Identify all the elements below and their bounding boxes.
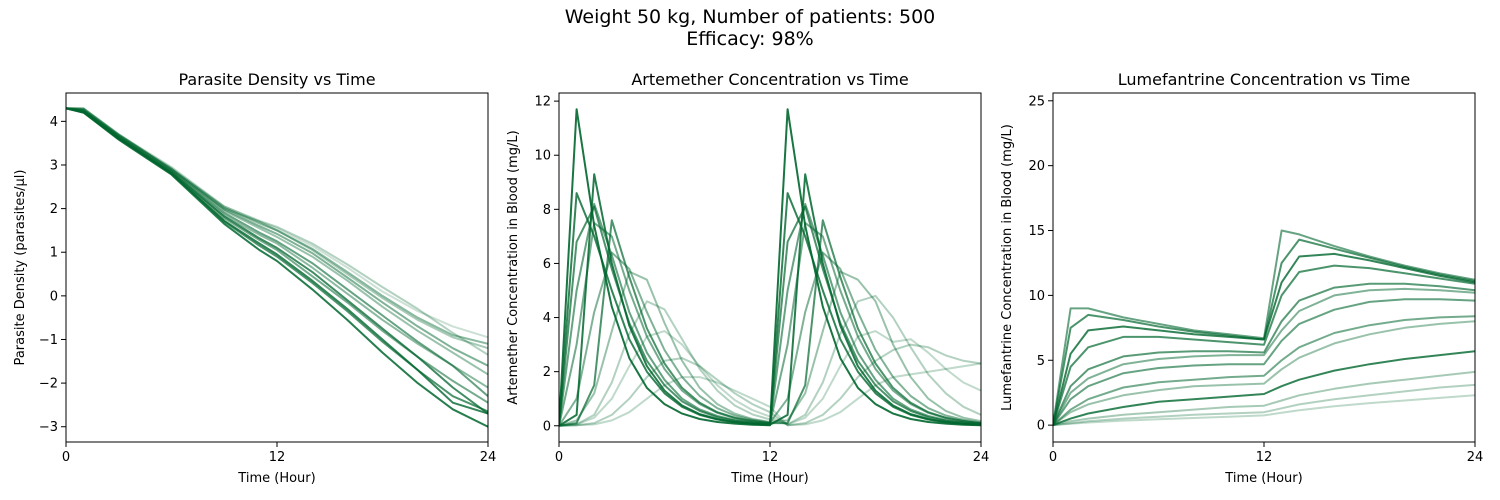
- y-tick-label: 1: [50, 246, 58, 261]
- series-line-9: [559, 202, 981, 426]
- y-tick-label: 6: [543, 257, 551, 272]
- y-tick-label: 0: [1037, 419, 1045, 434]
- y-tick-label: 10: [534, 149, 551, 164]
- panel-title: Lumefantrine Concentration vs Time: [1118, 70, 1410, 89]
- x-tick-label: 24: [973, 450, 990, 465]
- series-line-2: [66, 107, 488, 350]
- y-tick-label: −1: [39, 333, 58, 348]
- y-tick-label: 4: [50, 115, 58, 130]
- x-axis-label: Time (Hour): [730, 471, 808, 486]
- series-line-12: [1053, 287, 1475, 426]
- series-line-10: [1053, 394, 1475, 427]
- series-line-12: [66, 107, 488, 367]
- x-tick-label: 0: [1049, 450, 1057, 465]
- series-line-6: [1053, 315, 1475, 426]
- y-axis-label: Artemether Concentration in Blood (mg/L): [506, 130, 521, 404]
- y-tick-label: 2: [543, 365, 551, 380]
- y-tick-label: 10: [1028, 289, 1045, 304]
- series-line-2: [559, 192, 981, 426]
- y-tick-label: −3: [39, 420, 58, 435]
- y-axis-label: Parasite Density (parasites/µl): [13, 170, 28, 366]
- figure-title-line-1: Weight 50 kg, Number of patients: 500: [564, 6, 936, 28]
- x-axis-label: Time (Hour): [237, 471, 315, 486]
- series-line-13: [559, 362, 981, 427]
- series-lines: [559, 108, 981, 427]
- figure-title: Weight 50 kg, Number of patients: 500 Ef…: [0, 6, 1500, 50]
- y-tick-label: 8: [543, 203, 551, 218]
- figure-title-line-2: Efficacy: 98%: [686, 28, 814, 50]
- y-tick-label: −2: [39, 377, 58, 392]
- series-line-11: [559, 330, 981, 427]
- series-line-1: [66, 107, 488, 339]
- y-tick-label: 0: [50, 289, 58, 304]
- series-line-11: [66, 107, 488, 397]
- series-line-4: [559, 205, 981, 426]
- y-axis-label: Lumefantrine Concentration in Blood (mg/…: [1000, 124, 1015, 411]
- y-tick-label: 4: [543, 311, 551, 326]
- x-tick-label: 24: [480, 450, 497, 465]
- x-tick-label: 24: [1467, 450, 1484, 465]
- parasite-density-panel: Parasite Density vs Time Time (Hour) Par…: [13, 70, 496, 486]
- series-line-5: [1053, 298, 1475, 426]
- panel-title: Parasite Density vs Time: [178, 70, 375, 89]
- y-tick-label: 3: [50, 158, 58, 173]
- series-line-12: [559, 343, 981, 427]
- series-line-4: [1053, 282, 1475, 426]
- series-line-13: [66, 107, 488, 345]
- y-tick-label: 20: [1028, 159, 1045, 174]
- y-tick-label: 25: [1028, 94, 1045, 109]
- y-tick-label: 0: [543, 419, 551, 434]
- series-lines: [66, 107, 488, 428]
- x-tick-label: 0: [62, 450, 70, 465]
- x-tick-label: 12: [1256, 450, 1273, 465]
- series-line-3: [66, 107, 488, 356]
- series-line-8: [1053, 370, 1475, 427]
- x-tick-label: 12: [269, 450, 286, 465]
- series-line-5: [559, 219, 981, 427]
- x-tick-label: 12: [762, 450, 779, 465]
- series-line-9: [1053, 383, 1475, 427]
- series-line-11: [1053, 252, 1475, 426]
- y-tick-label: 12: [534, 95, 551, 110]
- series-line-10: [559, 294, 981, 427]
- lumefantrine-concentration-panel: Lumefantrine Concentration vs Time Time …: [1000, 70, 1483, 486]
- series-line-3: [1053, 264, 1475, 426]
- y-tick-label: 15: [1028, 224, 1045, 239]
- y-tick-label: 2: [50, 202, 58, 217]
- series-line-8: [66, 107, 488, 428]
- y-tick-label: 5: [1037, 354, 1045, 369]
- artemether-concentration-panel: Artemether Concentration vs Time Time (H…: [506, 70, 989, 486]
- series-lines: [1053, 229, 1475, 427]
- series-line-13: [1053, 320, 1475, 426]
- x-axis-label: Time (Hour): [1224, 471, 1302, 486]
- series-line-8: [559, 270, 981, 427]
- x-tick-label: 0: [555, 450, 563, 465]
- panel-title: Artemether Concentration vs Time: [631, 70, 908, 89]
- series-line-7: [1053, 350, 1475, 427]
